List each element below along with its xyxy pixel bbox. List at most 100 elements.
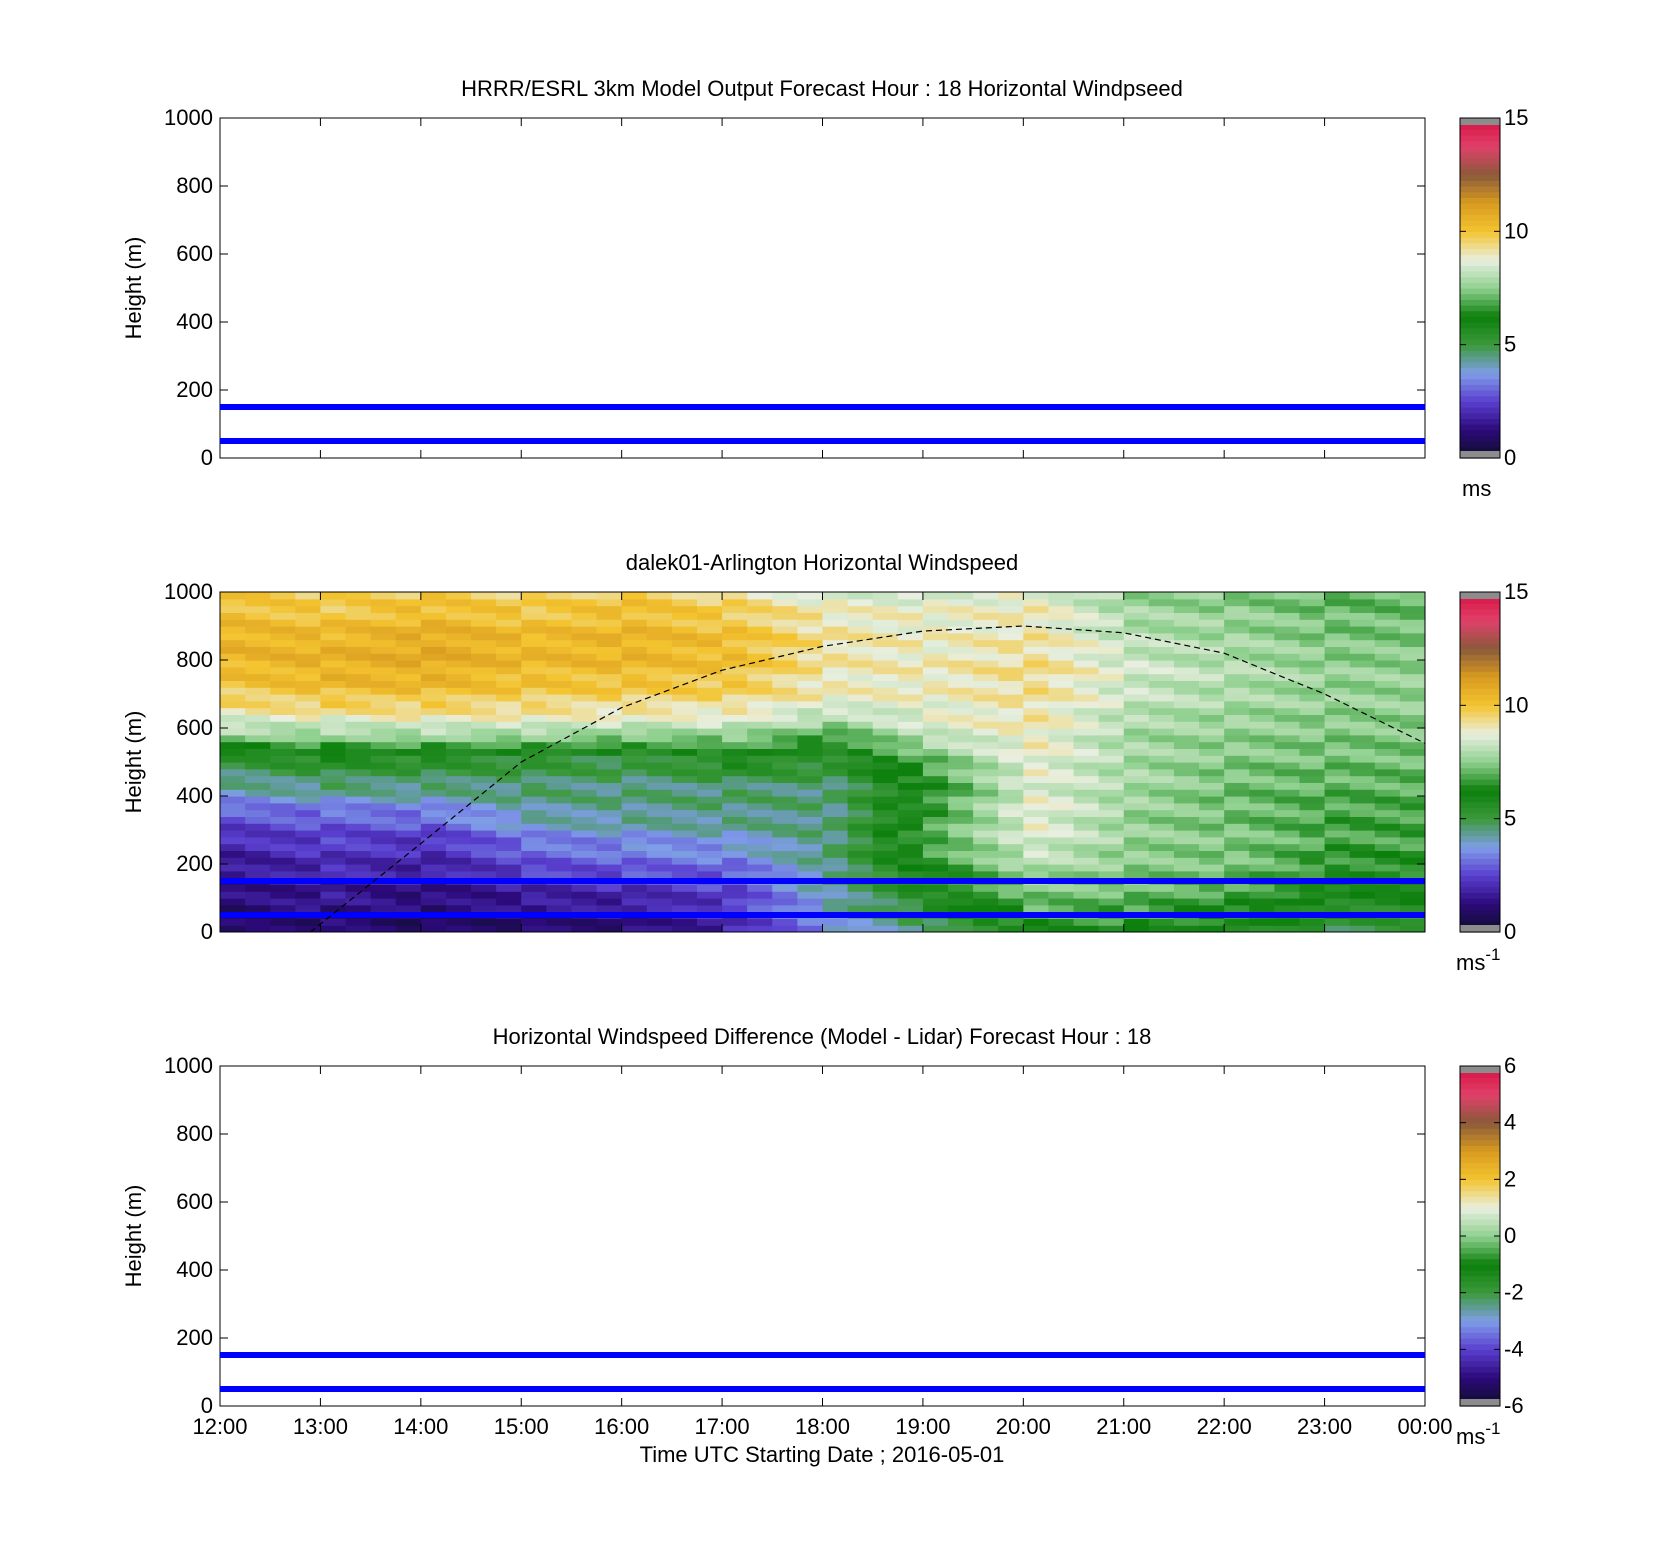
- heatmap-cell: [1349, 605, 1376, 613]
- heatmap-cell: [671, 687, 698, 695]
- heatmap-cell: [1349, 836, 1376, 845]
- heatmap-cell: [521, 605, 547, 613]
- heatmap-cell: [671, 741, 698, 749]
- colorbar-segment: [1460, 1321, 1500, 1328]
- heatmap-cell: [245, 755, 271, 763]
- heatmap-cell: [521, 673, 547, 681]
- heatmap-cell: [270, 836, 296, 845]
- heatmap-cell: [747, 782, 773, 790]
- heatmap-cell: [847, 660, 874, 668]
- heatmap-cell: [370, 598, 397, 607]
- heatmap-cell: [847, 891, 874, 899]
- heatmap-cell: [1324, 843, 1351, 851]
- heatmap-cell: [370, 639, 397, 647]
- heatmap-cell: [922, 626, 949, 634]
- heatmap-cell: [270, 802, 296, 811]
- heatmap-cell: [445, 836, 472, 845]
- heatmap-cell: [1324, 775, 1351, 783]
- heatmap-cell: [922, 755, 949, 763]
- colorbar-overflow-cap: [1460, 1066, 1500, 1073]
- heatmap-cell: [1073, 809, 1100, 817]
- heatmap-cell: [1299, 864, 1326, 872]
- heatmap-cell: [1173, 925, 1200, 932]
- heatmap-cell: [496, 666, 522, 675]
- heatmap-cell: [922, 673, 949, 681]
- heatmap-cell: [1073, 925, 1100, 932]
- heatmap-cell: [696, 741, 723, 749]
- heatmap-cell: [546, 626, 573, 634]
- colorbar-segment: [1460, 259, 1500, 266]
- heatmap-cell: [1148, 612, 1175, 620]
- colorbar-segment: [1460, 716, 1500, 723]
- heatmap-cell: [295, 748, 322, 756]
- heatmap-cell: [245, 850, 271, 858]
- heatmap-cell: [1148, 714, 1175, 722]
- heatmap-cell: [772, 653, 798, 661]
- heatmap-cell: [1073, 830, 1100, 838]
- heatmap-cell: [220, 680, 246, 688]
- colorbar-segment: [1460, 395, 1500, 402]
- heatmap-cell: [471, 830, 497, 838]
- heatmap-cell: [1023, 775, 1050, 783]
- heatmap-cell: [747, 836, 773, 845]
- heatmap-cell: [847, 700, 874, 709]
- heatmap-cell: [696, 850, 723, 858]
- heatmap-cell: [998, 646, 1024, 654]
- heatmap-cell: [998, 598, 1024, 607]
- heatmap-cell: [822, 694, 849, 702]
- colorbar-segment: [1460, 660, 1500, 667]
- heatmap-cell: [1374, 891, 1401, 899]
- heatmap-cell: [496, 721, 522, 729]
- heatmap-cell: [395, 809, 422, 817]
- heatmap-cell: [220, 646, 246, 654]
- heatmap-cell: [1098, 850, 1125, 858]
- heatmap-cell: [897, 789, 924, 797]
- colorbar-segment: [1460, 129, 1500, 136]
- heatmap-cell: [471, 680, 497, 688]
- heatmap-cell: [671, 632, 698, 641]
- heatmap-cell: [1123, 728, 1150, 736]
- heatmap-cell: [1349, 898, 1376, 906]
- heatmap-cell: [646, 904, 673, 913]
- heatmap-cell: [270, 857, 296, 865]
- heatmap-cell: [395, 612, 422, 620]
- heatmap-cell: [822, 884, 849, 892]
- heatmap-cell: [270, 789, 296, 797]
- heatmap-cell: [1224, 898, 1250, 906]
- heatmap-cell: [1399, 762, 1425, 770]
- heatmap-cell: [973, 891, 999, 899]
- heatmap-cell: [1224, 721, 1250, 729]
- heatmap-cell: [1349, 673, 1376, 681]
- heatmap-cell: [1023, 626, 1050, 634]
- heatmap-cell: [1324, 782, 1351, 790]
- heatmap-cell: [420, 619, 447, 627]
- colorbar-segment: [1460, 1134, 1500, 1141]
- heatmap-cell: [270, 918, 296, 926]
- heatmap-cell: [922, 870, 949, 879]
- heatmap-cell: [1399, 721, 1425, 729]
- heatmap-cell: [696, 884, 723, 892]
- colorbar-segment: [1460, 384, 1500, 391]
- heatmap-cell: [320, 653, 347, 661]
- heatmap-cell: [973, 728, 999, 736]
- heatmap-cell: [747, 612, 773, 620]
- heatmap-cell: [571, 673, 598, 681]
- heatmap-cell: [471, 700, 497, 709]
- colorbar-segment: [1460, 135, 1500, 142]
- heatmap-cell: [370, 830, 397, 838]
- heatmap-cell: [370, 592, 397, 600]
- colorbar-segment: [1460, 1241, 1500, 1248]
- heatmap-cell: [1098, 687, 1125, 695]
- heatmap-cell: [295, 619, 322, 627]
- heatmap-cell: [897, 694, 924, 702]
- heatmap-cell: [1349, 666, 1376, 675]
- heatmap-cell: [1048, 904, 1075, 913]
- colorbar-segment: [1460, 773, 1500, 780]
- heatmap-cell: [696, 660, 723, 668]
- heatmap-cell: [395, 782, 422, 790]
- heatmap-cell: [897, 755, 924, 763]
- heatmap-cell: [445, 592, 472, 600]
- heatmap-cell: [345, 598, 372, 607]
- heatmap-cell: [973, 809, 999, 817]
- heatmap-cell: [596, 864, 623, 872]
